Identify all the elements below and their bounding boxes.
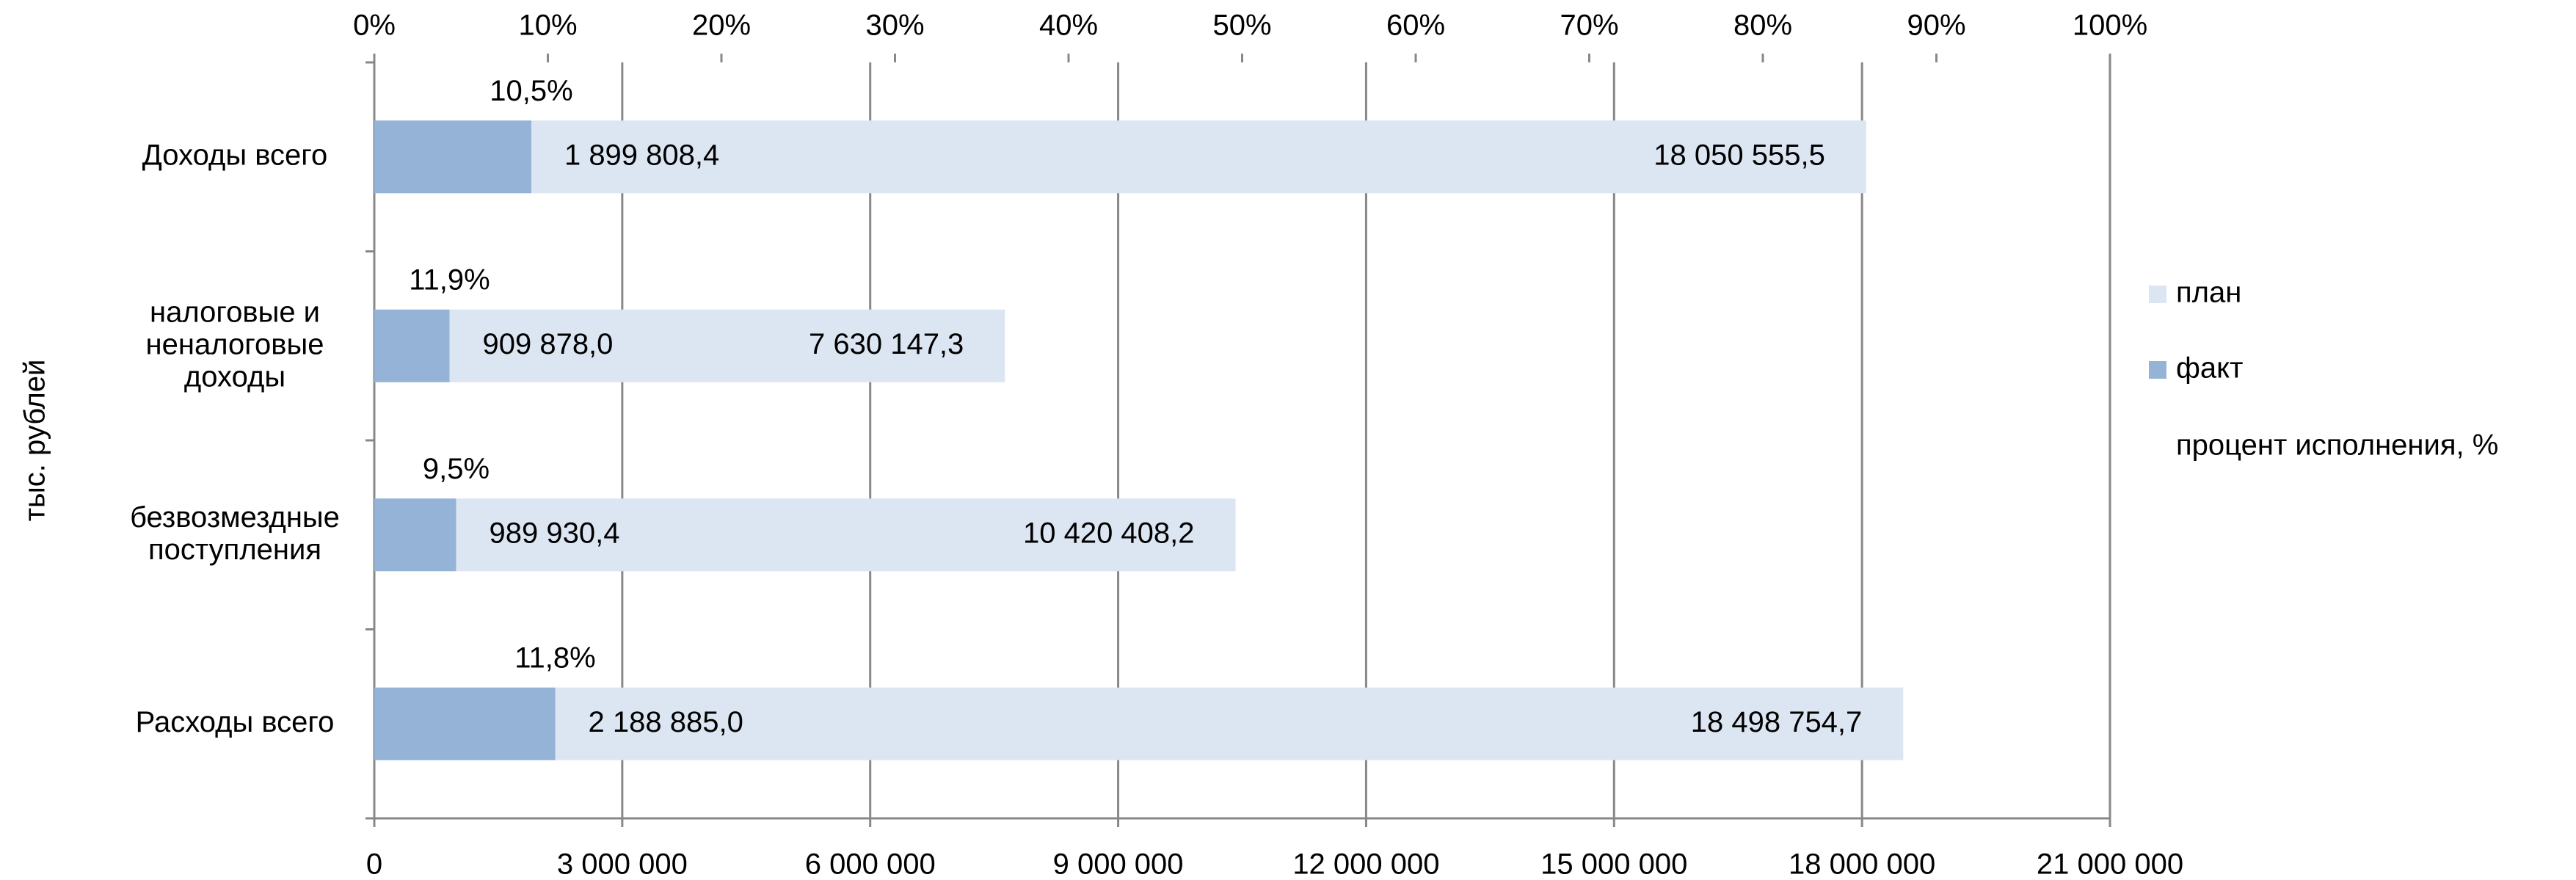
x-tick-label: 0 (366, 848, 382, 880)
bar (374, 309, 450, 382)
x2-tick-label: 0% (353, 10, 396, 42)
x2-tick-label: 100% (2073, 10, 2147, 42)
legend-label: факт (2176, 352, 2243, 385)
y-tick-label: Доходы всего (142, 139, 327, 171)
bar (374, 687, 1904, 760)
value-label: 1 899 808,4 (564, 139, 719, 171)
percent-label: 9,5% (423, 453, 490, 485)
y-tick-label: налоговые и неналоговые доходы (146, 296, 324, 393)
percent-label: 11,8% (514, 641, 595, 674)
value-label: 909 878,0 (482, 328, 613, 360)
x-tick-label: 18 000 000 (1789, 848, 1935, 880)
x2-tick-label: 50% (1212, 10, 1271, 42)
percent-label: 11,9% (409, 263, 490, 296)
x-tick-label: 9 000 000 (1053, 848, 1184, 880)
x2-tick-label: 40% (1039, 10, 1098, 42)
x-tick-label: 6 000 000 (805, 848, 936, 880)
x2-tick-label: 20% (692, 10, 751, 42)
y-tick-label: Расходы всего (136, 706, 335, 738)
bar (374, 120, 1866, 194)
bar (374, 687, 556, 760)
value-label: 18 050 555,5 (1653, 139, 1825, 171)
x2-tick-label: 60% (1386, 10, 1445, 42)
value-label: 10 420 408,2 (1023, 517, 1195, 549)
legend-swatch (2149, 286, 2166, 303)
y-tick-label: безвозмездные поступления (130, 501, 340, 565)
bar (374, 120, 531, 194)
x2-tick-label: 70% (1560, 10, 1618, 42)
bar (374, 309, 1005, 382)
x2-tick-label: 10% (518, 10, 577, 42)
value-label: 2 188 885,0 (589, 706, 743, 738)
y-axis-label: тыс. рублей (19, 360, 51, 522)
x2-tick-label: 80% (1733, 10, 1792, 42)
x-tick-label: 3 000 000 (557, 848, 688, 880)
x-tick-label: 15 000 000 (1540, 848, 1687, 880)
legend-swatch (2149, 361, 2166, 379)
x2-tick-label: 30% (865, 10, 924, 42)
value-label: 18 498 754,7 (1691, 706, 1863, 738)
bar (374, 498, 456, 572)
legend-label: план (2176, 277, 2241, 309)
x2-tick-label: 90% (1907, 10, 1965, 42)
percent-label: 10,5% (490, 75, 572, 107)
x-tick-label: 21 000 000 (2037, 848, 2183, 880)
value-label: 7 630 147,3 (809, 328, 964, 360)
bar (374, 498, 1236, 572)
x-tick-label: 12 000 000 (1292, 848, 1439, 880)
value-label: 989 930,4 (489, 517, 619, 549)
legend-label: процент исполнения, % (2176, 429, 2498, 462)
